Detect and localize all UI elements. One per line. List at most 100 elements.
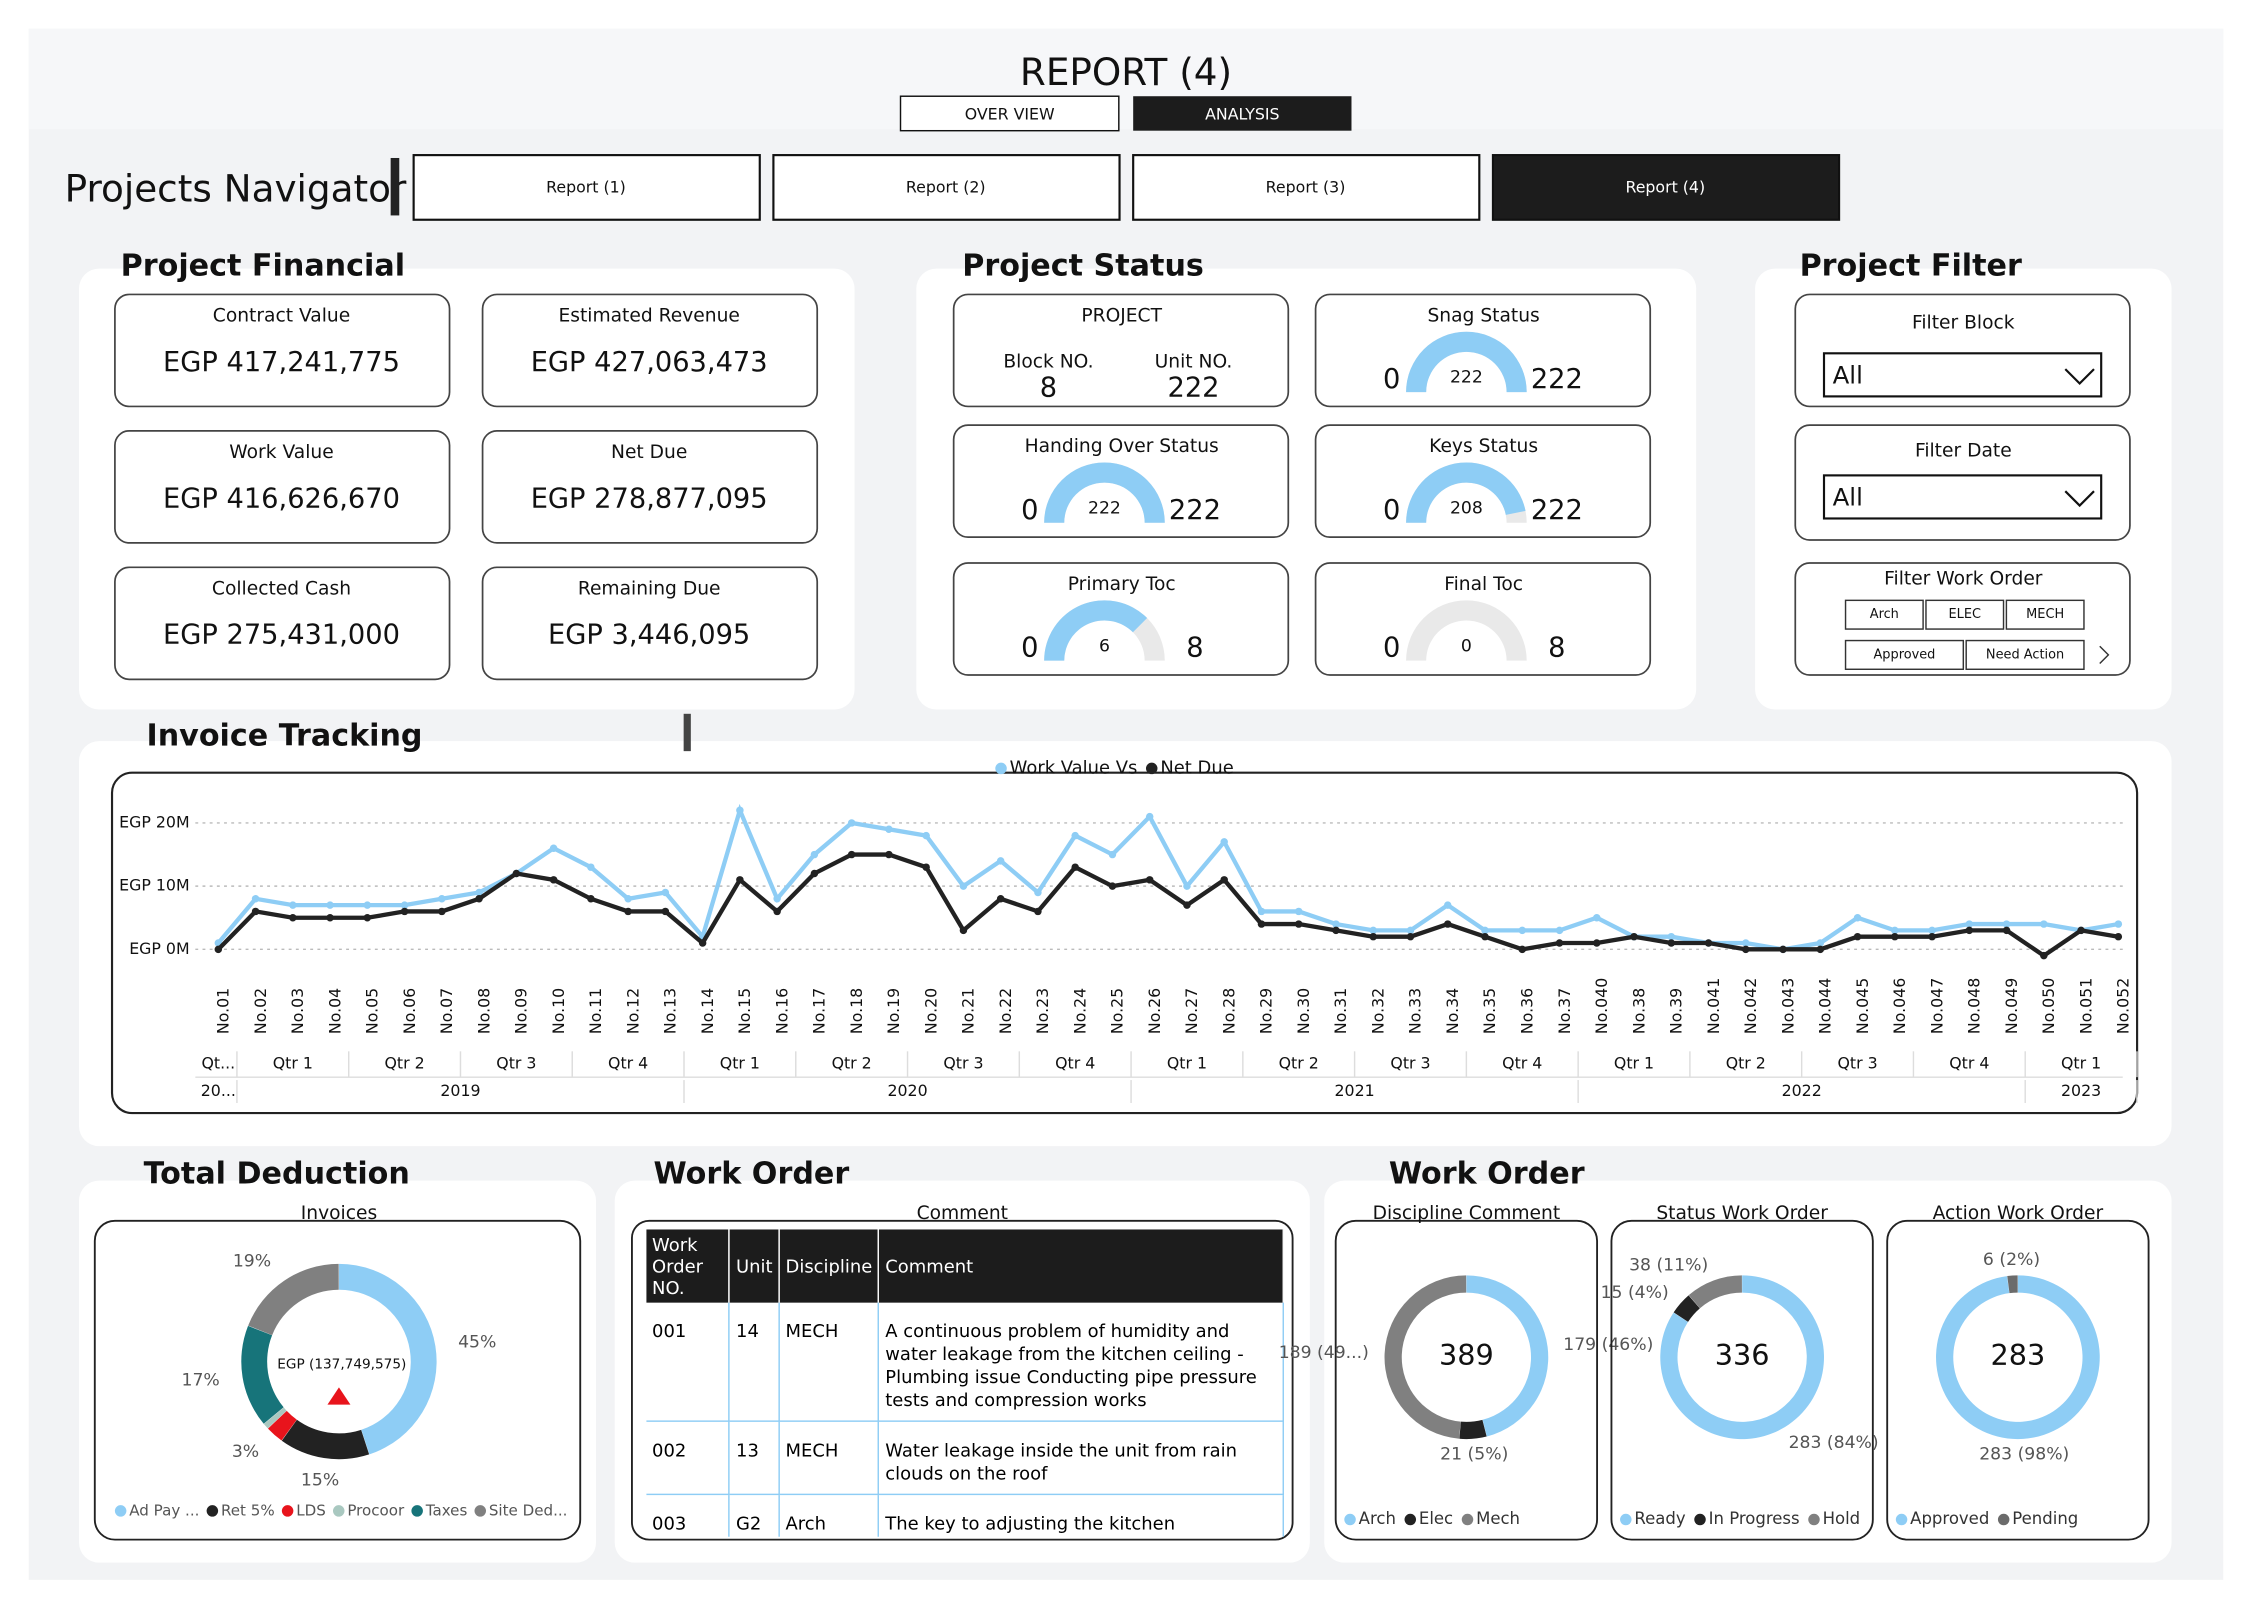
x-tick-label: No.29	[1257, 988, 1276, 1034]
x-tick-label: No.19	[884, 988, 903, 1034]
point	[661, 888, 670, 897]
tab[interactable]	[899, 95, 1120, 132]
x-tick-label: No.27	[1182, 988, 1201, 1034]
donut-segment	[263, 1407, 287, 1429]
option-label[interactable]: ELEC	[1948, 607, 1981, 622]
point	[400, 907, 409, 916]
column-header: Comment	[878, 1229, 1284, 1303]
wo-card	[1324, 1180, 2172, 1563]
y-tick-label: EGP 20M	[119, 812, 189, 831]
point	[587, 863, 595, 871]
x-tick-label: No.052	[2114, 978, 2133, 1034]
nav-button-label[interactable]: Report (3)	[1266, 178, 1346, 197]
next-arrow[interactable]	[2099, 645, 2110, 665]
nav-buttons: Report (1) Report (2) Report (3) Report (4)	[412, 154, 1841, 221]
x-tick-label: No.01	[214, 988, 233, 1034]
nav-button-label[interactable]: Report (4)	[1625, 178, 1705, 197]
chart-title: Discipline Comment	[1373, 1203, 1561, 1224]
legend-label: Ready	[1634, 1509, 1685, 1528]
option-button[interactable]	[1844, 599, 1924, 630]
gauge-label: Snag Status	[1427, 305, 1539, 326]
x-tick-label: No.16	[772, 988, 791, 1034]
legend-swatch	[1808, 1513, 1820, 1526]
year-label: 2021	[1335, 1081, 1375, 1100]
nav-button[interactable]	[1132, 154, 1481, 221]
table-row: 002 13 MECH Water leakage inside the unit f…	[646, 1421, 1284, 1496]
nav-button-label[interactable]: Report (2)	[906, 178, 986, 197]
dropdown[interactable]	[1822, 474, 2103, 520]
x-tick-label: No.044	[1816, 978, 1835, 1034]
option-button[interactable]	[1925, 599, 2005, 630]
quarter-label: Qtr 2	[1726, 1054, 1766, 1073]
tab-label[interactable]: ANALYSIS	[1205, 104, 1279, 123]
point	[1444, 901, 1452, 909]
quarter-label: Qtr 1	[720, 1054, 760, 1073]
column-header: Discipline	[779, 1229, 880, 1303]
gauge-min: 0	[1383, 364, 1400, 395]
point	[1965, 926, 1974, 935]
header-row: Work Order NO. Unit Discipline Comment	[646, 1229, 1284, 1303]
point	[1704, 939, 1713, 947]
legend-swatch	[1620, 1513, 1632, 1526]
gauge-value: 0	[1461, 636, 1472, 656]
tab-label[interactable]: OVER VIEW	[965, 104, 1055, 123]
header-band	[28, 28, 2224, 130]
point	[1593, 914, 1601, 922]
line-chart: EGP 0M EGP 10M EGP 20M No.01 Qt... 20... No.02…	[119, 757, 2138, 1104]
point	[1518, 926, 1526, 935]
series-line	[216, 803, 2119, 952]
legend-label: Ret 5%	[221, 1501, 275, 1519]
legend-swatch	[206, 1505, 219, 1517]
x-tick-label: No.04	[325, 988, 344, 1034]
nav-button[interactable]	[1491, 154, 1841, 221]
dropdown-arrow	[2064, 368, 2095, 385]
point	[1034, 907, 1042, 916]
point	[1928, 926, 1936, 935]
point	[1406, 926, 1415, 935]
option-label[interactable]: MECH	[2026, 607, 2064, 622]
nav-button[interactable]	[772, 154, 1121, 221]
nav-button[interactable]	[412, 154, 761, 221]
work-order-donuts: Discipline Comment 179 (46%) 21 (5%) 189 (4…	[1279, 1203, 2150, 1541]
gauge-fill	[1044, 462, 1165, 523]
gauge-value: 222	[1088, 498, 1121, 518]
x-tick-label: No.33	[1406, 988, 1425, 1034]
point	[810, 850, 819, 859]
x-tick-label: No.36	[1517, 988, 1536, 1034]
option-button[interactable]	[2005, 599, 2085, 630]
point	[2040, 951, 2048, 960]
donut-label: 17%	[182, 1370, 220, 1390]
x-tick-label: No.37	[1555, 988, 1574, 1034]
table-scroll: Work Order NO. Unit Discipline Comment 001 14…	[646, 1229, 1284, 1537]
option-label[interactable]: Approved	[1873, 647, 1935, 662]
dropdown-value[interactable]: All	[1833, 360, 1863, 389]
dropdown-value[interactable]: All	[1833, 482, 1863, 511]
x-tick-label: No.23	[1033, 988, 1052, 1034]
point	[549, 844, 558, 852]
unit-label: Unit NO.	[1155, 351, 1233, 372]
point	[1406, 932, 1415, 941]
kpi-value: EGP 417,241,775	[163, 347, 400, 378]
option-label[interactable]: Need Action	[1986, 647, 2064, 662]
point	[1369, 932, 1377, 941]
kpi-box	[114, 430, 451, 544]
point	[251, 907, 260, 916]
x-tick-label: No.02	[251, 988, 270, 1034]
donut-label: 38 (11%)	[1629, 1256, 1708, 1276]
gauge-value: 222	[1450, 368, 1483, 388]
x-tick-label: No.049	[2002, 978, 2021, 1034]
table-frame	[631, 1219, 1294, 1541]
dropdown[interactable]	[1822, 352, 2103, 398]
legend-swatch	[1997, 1513, 2010, 1526]
point	[810, 869, 819, 878]
legend-label: Elec	[1419, 1509, 1453, 1528]
nav-button-label[interactable]: Report (1)	[546, 178, 626, 197]
legend-label: In Progress	[1709, 1509, 1800, 1528]
y-tick-label: EGP 10M	[119, 876, 189, 895]
option-label[interactable]: Arch	[1870, 607, 1899, 622]
option-button[interactable]	[1844, 639, 1965, 670]
option-button[interactable]	[1965, 639, 2085, 670]
tab-active[interactable]	[1133, 96, 1352, 131]
point	[1257, 920, 1266, 928]
point	[2002, 926, 2011, 935]
